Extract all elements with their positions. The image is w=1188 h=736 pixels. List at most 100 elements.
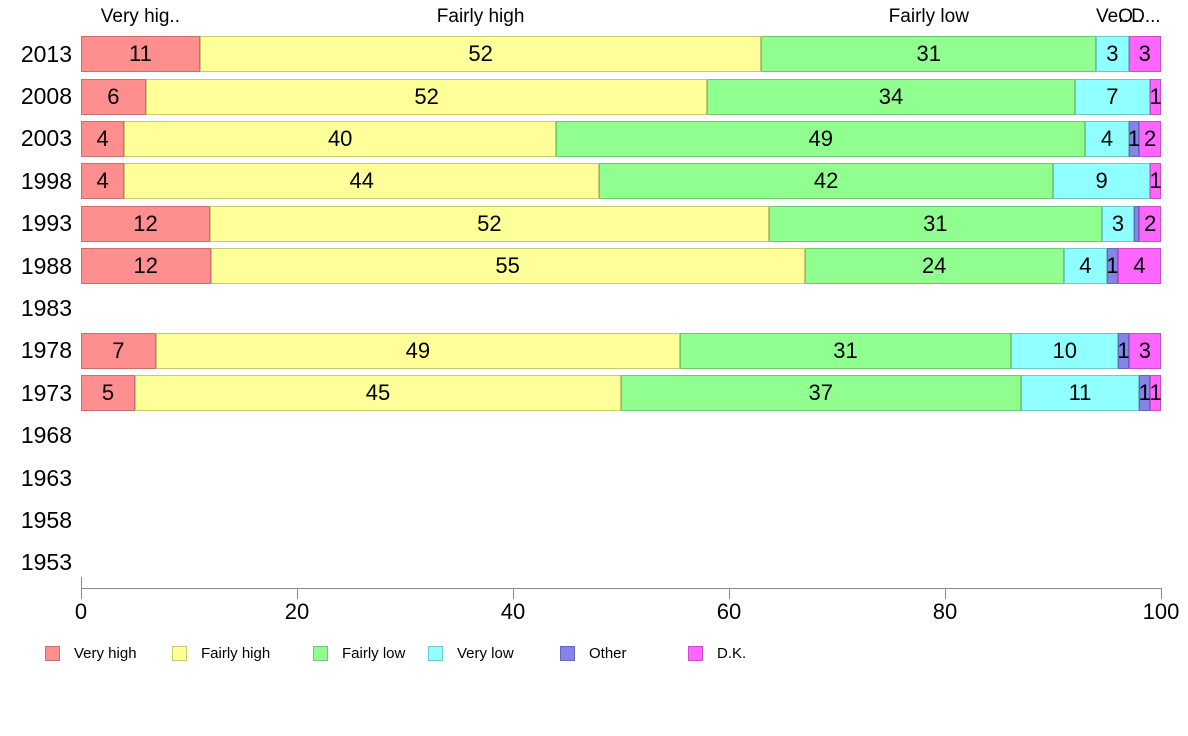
segment-value: 2 [1144, 125, 1157, 151]
segment-value: 9 [1095, 168, 1108, 194]
segment-value: 52 [468, 41, 493, 67]
bar-segment-very-low[interactable]: 9 [1052, 163, 1151, 200]
chart-row-1963: 1963 [0, 457, 1188, 499]
segment-value: 11 [128, 41, 152, 67]
bar-segment-fairly-high[interactable]: 52 [145, 78, 708, 115]
bar-track [81, 502, 1161, 538]
bar-segment-fairly-low[interactable]: 49 [556, 120, 1086, 157]
legend-swatch-fairly-low [313, 646, 328, 661]
column-header: D... [1131, 6, 1161, 27]
bar-segment-fairly-high[interactable]: 45 [135, 375, 621, 412]
bar-segment-d-k[interactable]: 3 [1128, 36, 1161, 73]
x-axis-tick-label: 80 [932, 599, 958, 624]
bar-segment-very-high[interactable]: 12 [81, 205, 210, 242]
segment-value: 42 [813, 168, 839, 194]
bar-segment-very-high[interactable]: 7 [81, 332, 156, 369]
bar-segment-other[interactable]: 1 [1127, 120, 1141, 157]
bar-segment-very-high[interactable]: 12 [81, 248, 211, 285]
segment-value: 3 [1138, 337, 1152, 363]
legend-item-very-high[interactable]: Very high [45, 645, 137, 662]
bar-segment-fairly-low[interactable]: 31 [761, 36, 1097, 73]
x-axis-tick-label: 40 [500, 599, 526, 624]
bar-track: 4 40 49 4 1 2 [81, 120, 1161, 157]
legend-item-fairly-high[interactable]: Fairly high [172, 645, 270, 662]
chart-row-1983: 1983 [0, 287, 1188, 329]
segment-value: 34 [878, 83, 904, 109]
bar-segment-d-k[interactable]: 1 [1149, 78, 1162, 115]
bar-segment-fairly-high[interactable]: 55 [210, 248, 805, 285]
segment-value: 4 [96, 168, 109, 194]
bar-segment-d-k[interactable]: 2 [1139, 205, 1161, 242]
legend-label: D.K. [717, 645, 747, 662]
legend-swatch-very-low [428, 646, 443, 661]
segment-value: 1 [1138, 380, 1151, 406]
bar-segment-fairly-low[interactable]: 42 [599, 163, 1053, 200]
bar-segment-very-low[interactable]: 10 [1011, 332, 1119, 369]
bar-segment-very-low[interactable]: 3 [1101, 205, 1135, 242]
bar-segment-other[interactable] [1134, 205, 1140, 242]
bar-segment-very-high[interactable]: 6 [81, 78, 146, 115]
legend-swatch-d-k [688, 646, 703, 661]
year-label: 1968 [20, 422, 72, 449]
year-label: 1998 [20, 167, 72, 194]
segment-value: 49 [405, 337, 431, 363]
bar-segment-d-k[interactable]: 3 [1128, 332, 1161, 369]
bar-segment-fairly-low[interactable]: 34 [707, 78, 1075, 115]
bar-segment-very-low[interactable]: 4 [1063, 248, 1107, 285]
bar-segment-very-high[interactable]: 5 [81, 375, 135, 412]
bar-segment-fairly-high[interactable]: 52 [199, 36, 762, 73]
bar-segment-d-k[interactable]: 1 [1149, 163, 1162, 200]
bar-segment-other[interactable]: 1 [1138, 375, 1151, 412]
bar-segment-very-low[interactable]: 3 [1096, 36, 1129, 73]
segment-value: 3 [1138, 41, 1151, 67]
bar-segment-d-k[interactable]: 1 [1149, 375, 1162, 412]
bar-segment-fairly-high[interactable]: 52 [209, 205, 769, 242]
bar-segment-fairly-high[interactable]: 44 [124, 163, 600, 200]
bar-segment-fairly-high[interactable]: 49 [155, 332, 680, 369]
bar-track: 11 52 31 3 3 [81, 36, 1161, 73]
bar-segment-very-high[interactable]: 4 [81, 120, 125, 157]
legend-swatch-fairly-high [172, 646, 187, 661]
bar-segment-very-low[interactable]: 4 [1085, 120, 1129, 157]
segment-value: 40 [327, 125, 353, 151]
segment-value: 1 [1117, 337, 1130, 363]
bar-segment-very-low[interactable]: 11 [1020, 375, 1140, 412]
segment-value: 1 [1127, 125, 1141, 151]
column-header: O.. [1118, 6, 1144, 27]
bar-segment-other[interactable]: 1 [1117, 332, 1130, 369]
bar-segment-d-k[interactable]: 2 [1139, 120, 1161, 157]
chart-row-1993: 1993 12 52 31 3 2 [0, 203, 1188, 245]
segment-value: 1 [1149, 380, 1162, 406]
bar-segment-fairly-low[interactable]: 24 [804, 248, 1064, 285]
year-label: 2013 [20, 40, 72, 67]
segment-value: 10 [1052, 337, 1077, 363]
x-axis-tick [1161, 588, 1162, 599]
bar-segment-d-k[interactable]: 4 [1117, 248, 1161, 285]
column-header: Fairly high [436, 6, 525, 27]
x-axis-tick [513, 588, 514, 599]
bar-segment-very-high[interactable]: 4 [81, 163, 125, 200]
bar-segment-fairly-low[interactable]: 31 [768, 205, 1102, 242]
x-axis-tick [297, 588, 298, 599]
chart-row-1998: 1998 4 44 42 9 1 [0, 160, 1188, 202]
bar-segment-very-low[interactable]: 7 [1074, 78, 1151, 115]
bar-segment-very-high[interactable]: 11 [81, 36, 200, 73]
chart-row-1968: 1968 [0, 415, 1188, 457]
segment-value: 4 [96, 125, 109, 151]
legend-item-other[interactable]: Other [560, 645, 627, 662]
chart-row-1978: 1978 7 49 31 10 1 3 [0, 330, 1188, 372]
x-axis-tick [729, 588, 730, 599]
segment-value: 52 [477, 210, 502, 236]
legend-item-d-k[interactable]: D.K. [688, 645, 746, 662]
year-label: 2003 [20, 125, 72, 152]
segment-value: 11 [1068, 380, 1092, 406]
bar-segment-other[interactable]: 1 [1106, 248, 1119, 285]
bar-segment-fairly-high[interactable]: 40 [124, 120, 557, 157]
legend-item-fairly-low[interactable]: Fairly low [313, 645, 405, 662]
bar-segment-fairly-low[interactable]: 37 [621, 375, 1021, 412]
bar-track: 4 44 42 9 1 [81, 163, 1162, 200]
legend-item-very-low[interactable]: Very low [428, 645, 514, 662]
bar-segment-fairly-low[interactable]: 31 [679, 332, 1012, 369]
year-label: 1993 [20, 210, 72, 237]
bar-track: 12 55 24 4 1 4 [81, 248, 1161, 285]
